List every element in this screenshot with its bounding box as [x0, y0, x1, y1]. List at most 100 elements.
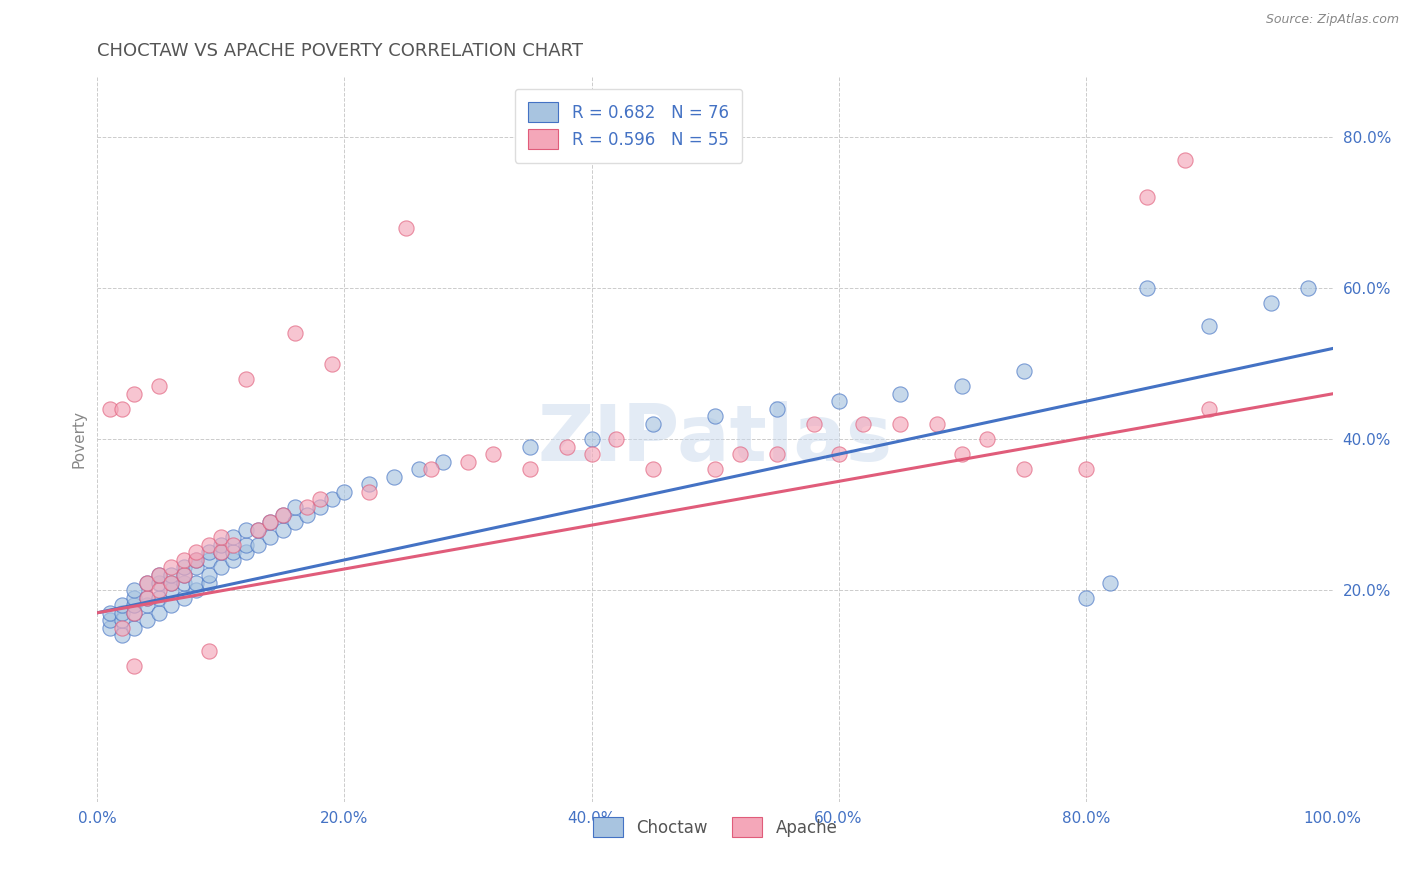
Point: [519, 440, 541, 454]
Point: [284, 515, 307, 529]
Point: [246, 538, 269, 552]
Point: [173, 575, 195, 590]
Point: [186, 575, 208, 590]
Point: [308, 492, 330, 507]
Point: [643, 462, 665, 476]
Point: [124, 658, 146, 673]
Point: [222, 538, 245, 552]
Point: [235, 545, 257, 559]
Point: [209, 545, 232, 559]
Point: [950, 447, 973, 461]
Point: [581, 432, 603, 446]
Point: [643, 417, 665, 431]
Point: [135, 591, 157, 605]
Point: [359, 485, 381, 500]
Point: [1136, 190, 1159, 204]
Point: [222, 553, 245, 567]
Point: [1012, 462, 1035, 476]
Point: [408, 462, 430, 476]
Point: [186, 553, 208, 567]
Point: [209, 530, 232, 544]
Point: [135, 613, 157, 627]
Point: [419, 462, 441, 476]
Point: [1198, 401, 1220, 416]
Point: [111, 606, 134, 620]
Point: [1136, 281, 1159, 295]
Text: CHOCTAW VS APACHE POVERTY CORRELATION CHART: CHOCTAW VS APACHE POVERTY CORRELATION CH…: [97, 42, 583, 60]
Point: [135, 575, 157, 590]
Point: [111, 628, 134, 642]
Point: [827, 447, 849, 461]
Point: [889, 386, 911, 401]
Point: [124, 599, 146, 613]
Point: [98, 401, 121, 416]
Point: [235, 538, 257, 552]
Point: [186, 553, 208, 567]
Point: [173, 560, 195, 574]
Point: [173, 591, 195, 605]
Point: [173, 568, 195, 582]
Point: [222, 530, 245, 544]
Point: [148, 591, 170, 605]
Point: [98, 621, 121, 635]
Point: [246, 523, 269, 537]
Point: [124, 606, 146, 620]
Point: [1260, 296, 1282, 310]
Point: [481, 447, 503, 461]
Point: [308, 500, 330, 514]
Point: [235, 523, 257, 537]
Point: [852, 417, 875, 431]
Point: [124, 621, 146, 635]
Point: [135, 575, 157, 590]
Point: [111, 401, 134, 416]
Point: [135, 591, 157, 605]
Point: [111, 621, 134, 635]
Point: [704, 409, 727, 424]
Point: [766, 447, 789, 461]
Point: [209, 560, 232, 574]
Point: [160, 599, 183, 613]
Point: [271, 508, 294, 522]
Y-axis label: Poverty: Poverty: [72, 410, 86, 468]
Point: [555, 440, 578, 454]
Point: [160, 568, 183, 582]
Point: [1074, 462, 1097, 476]
Point: [950, 379, 973, 393]
Point: [124, 386, 146, 401]
Point: [1173, 153, 1195, 167]
Point: [1099, 575, 1122, 590]
Point: [235, 372, 257, 386]
Point: [222, 545, 245, 559]
Point: [160, 575, 183, 590]
Point: [297, 500, 319, 514]
Point: [259, 515, 281, 529]
Point: [728, 447, 751, 461]
Point: [197, 553, 219, 567]
Point: [98, 606, 121, 620]
Point: [186, 560, 208, 574]
Point: [1296, 281, 1319, 295]
Point: [321, 492, 343, 507]
Point: [124, 591, 146, 605]
Text: Source: ZipAtlas.com: Source: ZipAtlas.com: [1265, 13, 1399, 27]
Point: [186, 583, 208, 598]
Point: [197, 643, 219, 657]
Point: [259, 530, 281, 544]
Point: [927, 417, 949, 431]
Point: [197, 545, 219, 559]
Point: [148, 575, 170, 590]
Point: [382, 470, 405, 484]
Point: [160, 583, 183, 598]
Point: [457, 455, 479, 469]
Point: [197, 575, 219, 590]
Point: [889, 417, 911, 431]
Point: [359, 477, 381, 491]
Point: [432, 455, 454, 469]
Point: [173, 553, 195, 567]
Point: [148, 568, 170, 582]
Point: [1198, 318, 1220, 333]
Point: [259, 515, 281, 529]
Point: [209, 538, 232, 552]
Point: [284, 326, 307, 341]
Point: [976, 432, 998, 446]
